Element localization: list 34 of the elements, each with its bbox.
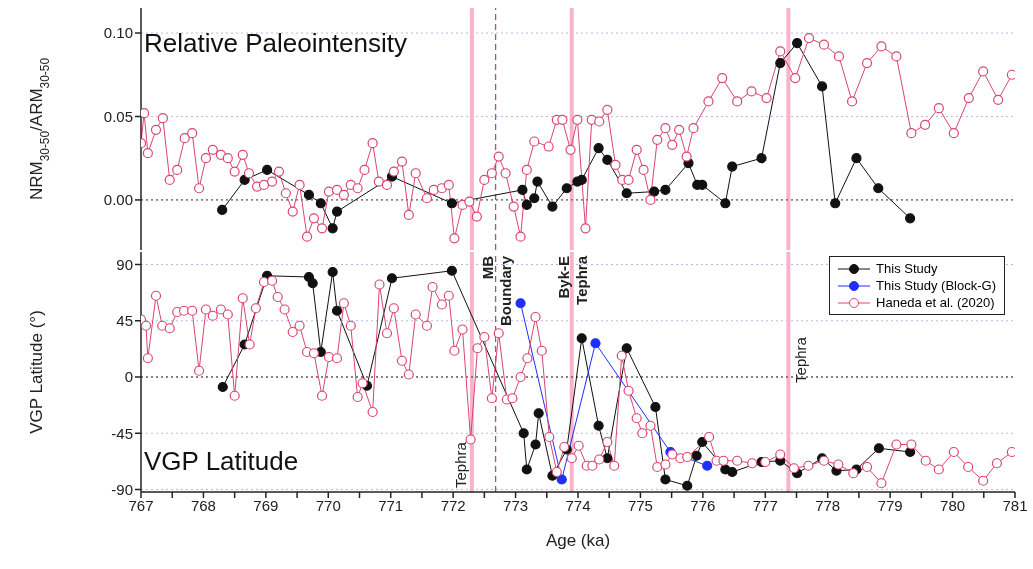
x-tick-label: 773 <box>503 496 529 514</box>
x-tick-label: 777 <box>752 496 778 514</box>
x-tick-label: 772 <box>440 496 466 514</box>
y-tick-label: 0.00 <box>103 191 133 209</box>
ref-line-label: Tephra <box>792 336 810 383</box>
y-tick-label: 0.10 <box>103 24 133 42</box>
x-tick-label: 770 <box>315 496 341 514</box>
y-tick-label: 45 <box>116 312 133 330</box>
ref-line-label: Byk-E Tephra <box>554 255 590 305</box>
y-tick-label: 90 <box>116 255 133 273</box>
ref-line-label: MB Boundary <box>478 255 514 327</box>
y-tick-label: 0 <box>124 368 133 386</box>
x-tick-label: 768 <box>190 496 216 514</box>
ref-line-label: Tephra <box>451 441 469 488</box>
x-tick-label: 778 <box>815 496 841 514</box>
x-tick-label: 780 <box>940 496 966 514</box>
text: Relative Paleointensity <box>144 28 408 59</box>
text: VGP Latitude <box>144 446 299 477</box>
x-tick-label: 771 <box>378 496 404 514</box>
legend-label: This Study (Block-G) <box>876 277 996 294</box>
y-tick-label: 0.05 <box>103 107 133 125</box>
y-axis-title: VGP Latitude (°) <box>27 310 46 434</box>
x-tick-label: 779 <box>877 496 903 514</box>
legend-label: This Study <box>876 260 938 277</box>
x-axis-title: Age (ka) <box>545 531 611 550</box>
x-tick-label: 775 <box>627 496 653 514</box>
x-tick-label: 776 <box>690 496 716 514</box>
y-tick-label: -45 <box>111 424 133 442</box>
legend-label: Haneda et al. (2020) <box>876 294 995 311</box>
x-tick-label: 769 <box>253 496 279 514</box>
x-tick-label: 781 <box>1002 496 1028 514</box>
x-tick-label: 774 <box>565 496 591 514</box>
x-tick-label: 767 <box>128 496 154 514</box>
y-tick-label: -90 <box>111 480 133 498</box>
